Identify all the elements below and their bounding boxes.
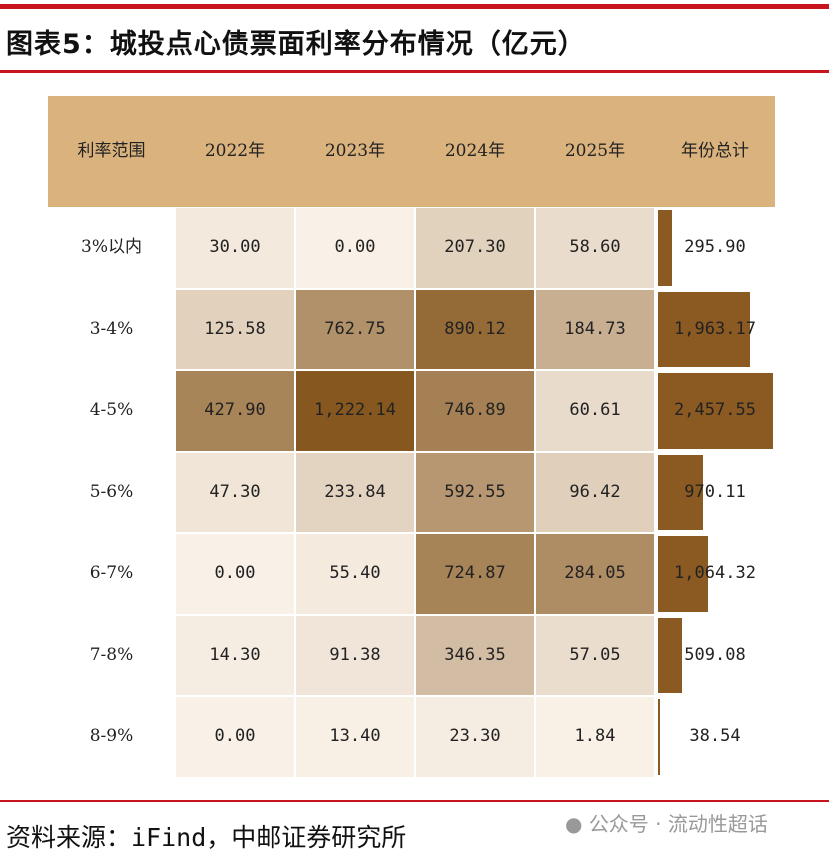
total-bar: [658, 291, 750, 367]
heatmap-cell: 1,222.14: [296, 371, 414, 451]
heatmap-cell: 0.00: [176, 697, 294, 777]
column-header: 年份总计: [681, 141, 749, 161]
row-label: 7-8%: [89, 644, 134, 665]
heatmap-cell: 592.55: [416, 452, 534, 532]
heatmap-cell: 346.35: [416, 615, 534, 695]
row-label: 4-5%: [89, 400, 134, 420]
total-bar: [658, 617, 682, 693]
heatmap-cell: 96.42: [536, 452, 654, 532]
heatmap-cell: 184.73: [536, 289, 654, 369]
watermark: ● 公众号 · 流动性超话: [565, 808, 768, 837]
total-value: 509.08: [684, 644, 746, 665]
heatmap-cell: 207.30: [416, 208, 534, 288]
column-header: 利率范围: [77, 141, 146, 161]
total-value: 2,457.55: [674, 400, 756, 420]
chart-title: 图表5：城投点心债票面利率分布情况（亿元）: [6, 29, 586, 60]
row-label: 6-7%: [89, 563, 134, 583]
row-label: 8-9%: [89, 726, 134, 746]
heatmap-cell: 13.40: [296, 697, 414, 777]
heatmap-cell: 762.75: [296, 289, 414, 369]
total-value: 970.11: [684, 481, 746, 502]
heatmap-cell: 14.30: [176, 615, 294, 695]
column-header: 2025年: [564, 141, 626, 161]
heatmap-cell: 746.89: [416, 371, 534, 451]
total-value: 295.90: [684, 237, 746, 257]
total-value: 1,963.17: [674, 318, 756, 339]
heatmap-cell: 125.58: [176, 289, 294, 369]
column-header: 2023年: [324, 141, 386, 161]
top-rule: [0, 4, 829, 9]
heatmap-cell: 60.61: [536, 371, 654, 451]
total-bar: [658, 373, 773, 449]
heatmap-cell: 57.05: [536, 615, 654, 695]
column-header: 2022年: [204, 141, 266, 161]
bottom-rule: [0, 800, 829, 802]
table-header: 利率范围 2022年 2023年 2024年 2025年 年份总计: [48, 96, 775, 207]
source-note: 资料来源：iFind，中邮证券研究所: [6, 823, 407, 852]
wechat-icon: ●: [565, 812, 583, 836]
row-label: 3-4%: [89, 318, 134, 339]
heatmap-cell: 0.00: [296, 208, 414, 288]
heatmap-cell: 890.12: [416, 289, 534, 369]
row-label: 5-6%: [89, 481, 134, 502]
row-label: 3%以内: [81, 237, 142, 257]
heatmap-cell: 55.40: [296, 534, 414, 614]
heatmap-cell: 58.60: [536, 208, 654, 288]
total-bar: [658, 536, 708, 612]
title-rule: [0, 70, 829, 73]
total-bar: [658, 210, 672, 286]
heatmap-cell: 284.05: [536, 534, 654, 614]
heatmap-cell: 91.38: [296, 615, 414, 695]
total-value: 38.54: [689, 726, 741, 746]
heatmap-cell: 30.00: [176, 208, 294, 288]
heatmap-cell: 23.30: [416, 697, 534, 777]
total-value: 1,064.32: [674, 563, 756, 583]
heatmap-cell: 1.84: [536, 697, 654, 777]
heatmap-cell: 233.84: [296, 452, 414, 532]
heatmap-cell: 427.90: [176, 371, 294, 451]
watermark-text: 公众号 · 流动性超话: [588, 812, 768, 836]
total-bar: [658, 699, 660, 775]
heatmap-cell: 47.30: [176, 452, 294, 532]
heatmap-cell: 0.00: [176, 534, 294, 614]
column-header: 2024年: [444, 141, 506, 161]
heatmap-cell: 724.87: [416, 534, 534, 614]
total-bar: [658, 454, 704, 530]
